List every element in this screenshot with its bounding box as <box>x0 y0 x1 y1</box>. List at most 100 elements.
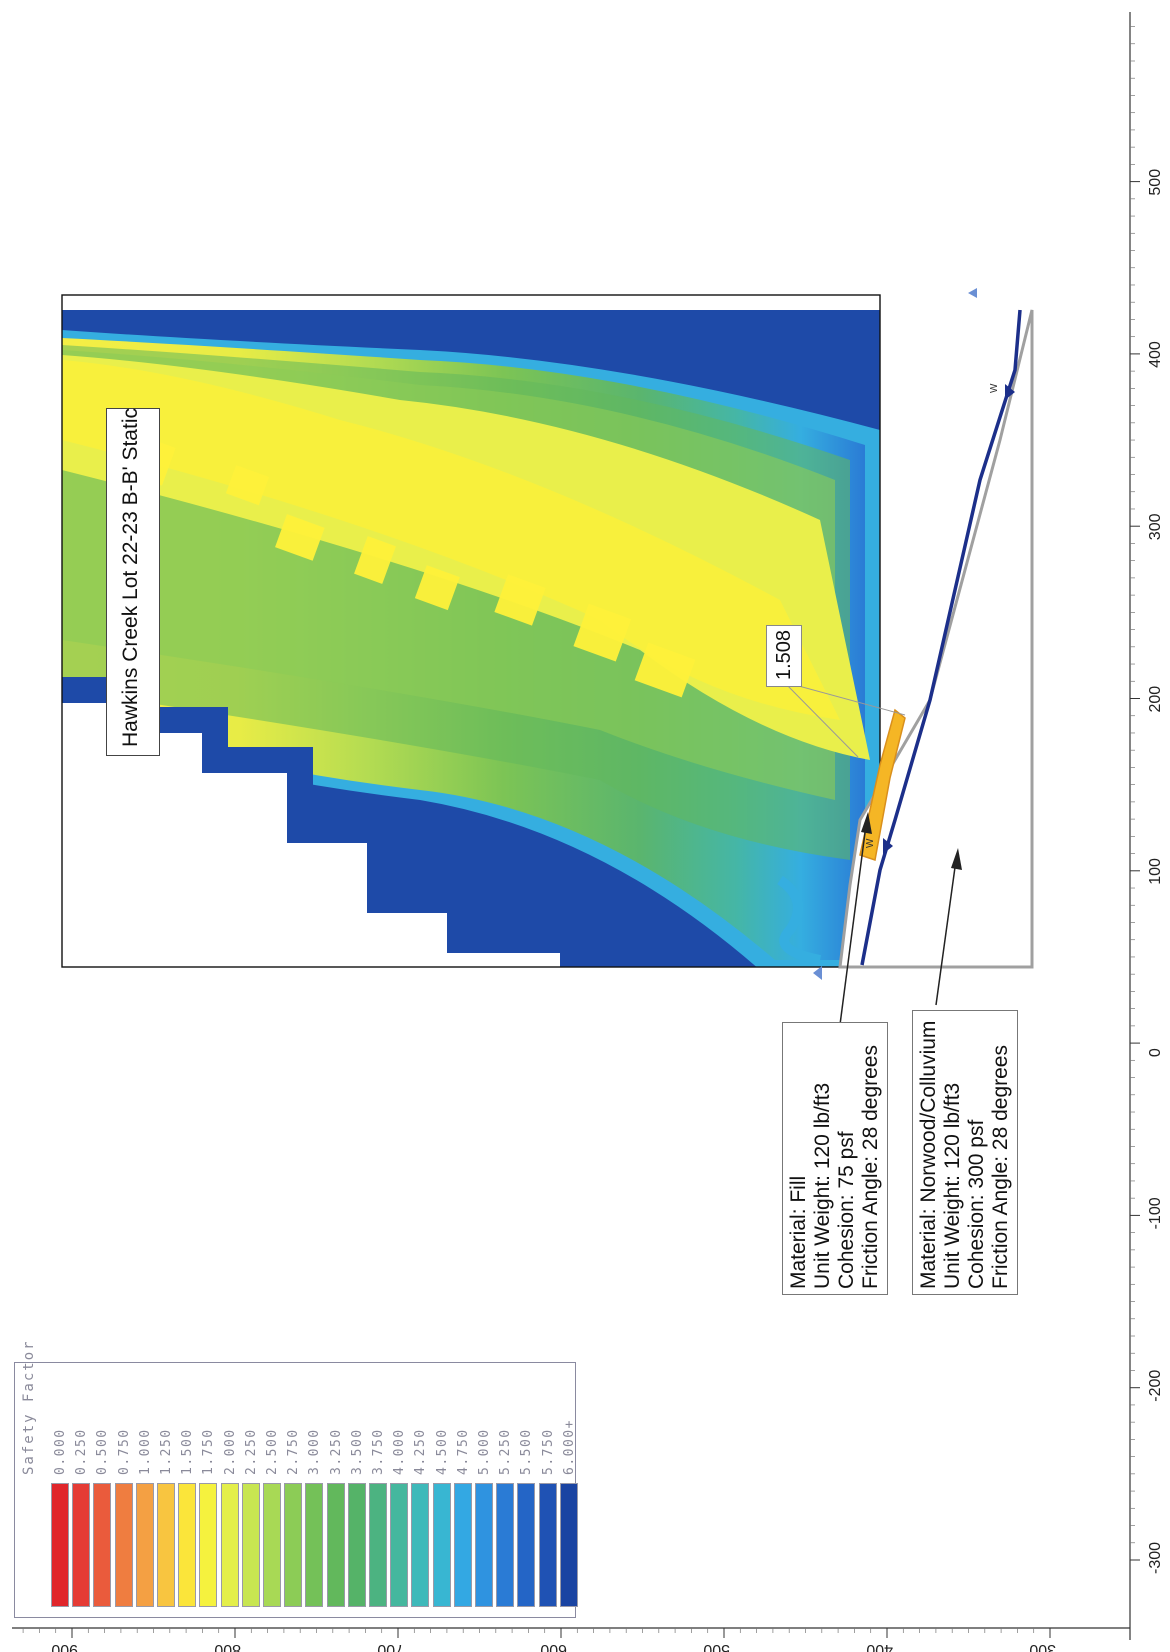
title-box: Hawkins Creek Lot 22-23 B-B' Static <box>106 408 160 756</box>
legend-swatch <box>326 1483 345 1607</box>
material-norwood-unit-weight: Unit Weight: 120 lb/ft3 <box>941 1082 964 1289</box>
minimum-factor-value: 1.508 <box>773 629 795 680</box>
material-fill-box: Material: Fill Unit Weight: 120 lb/ft3 C… <box>782 1022 888 1295</box>
material-norwood-box: Material: Norwood/Colluvium Unit Weight:… <box>912 1010 1018 1295</box>
material-fill-cohesion: Cohesion: 75 psf <box>835 1131 858 1289</box>
legend-swatch <box>538 1483 557 1607</box>
axis-tick-label: 0 <box>1147 1048 1164 1057</box>
legend-label: 2.250 <box>243 1428 259 1475</box>
legend-label: 3.000 <box>307 1428 323 1475</box>
axis-tick-label: -300 <box>1147 1542 1164 1574</box>
water-label: W <box>865 838 876 848</box>
axis-tick-label: 100 <box>1147 858 1164 885</box>
legend-swatch <box>93 1483 112 1607</box>
legend-swatch <box>432 1483 451 1607</box>
legend-label: 1.250 <box>159 1428 174 1475</box>
legend-label: 3.750 <box>371 1428 386 1475</box>
arrow-icon <box>951 848 962 870</box>
axis-tick-label: 200 <box>1147 686 1164 713</box>
legend-swatch <box>347 1483 366 1607</box>
legend-label: 1.000 <box>137 1428 153 1475</box>
legend-label: 0.500 <box>95 1428 111 1475</box>
figure-title: Hawkins Creek Lot 22-23 B-B' Static <box>119 408 142 747</box>
arrow-icon <box>861 812 872 834</box>
axis-tick-label: -100 <box>1147 1197 1164 1229</box>
axis-tick-label: 800 <box>214 1641 241 1652</box>
legend-swatch <box>178 1483 197 1607</box>
legend-label: 3.250 <box>328 1428 344 1475</box>
legend-swatch <box>475 1483 493 1607</box>
legend-swatch <box>51 1483 69 1607</box>
slope-geometry <box>838 309 1034 969</box>
legend-label: 1.500 <box>180 1428 196 1475</box>
legend-swatch <box>517 1483 536 1607</box>
legend-swatch <box>390 1483 409 1607</box>
axis-tick-label: 700 <box>377 1641 404 1652</box>
safety-factor-legend: Safety Factor 0.000 0.250 0.500 0.750 1.000 1… <box>14 1339 578 1618</box>
axis-tick-label: 400 <box>1147 341 1164 368</box>
legend-swatch <box>284 1483 303 1607</box>
legend-label: 5.500 <box>519 1428 535 1475</box>
legend-label: 5.750 <box>540 1428 556 1475</box>
axis-tick-label: 600 <box>540 1641 567 1652</box>
safety-factor-contour <box>62 310 880 967</box>
piezometric-line <box>860 309 1022 966</box>
slope-model: W W <box>783 288 1034 1041</box>
legend-swatch <box>453 1483 472 1607</box>
legend-swatch <box>559 1483 578 1607</box>
slip-radius-line <box>783 681 859 758</box>
water-label: W <box>989 383 1000 393</box>
legend-label: 2.500 <box>265 1428 280 1475</box>
legend-label: 2.000 <box>222 1428 238 1475</box>
legend-swatch <box>263 1483 281 1607</box>
legend-swatch <box>411 1483 430 1607</box>
legend-label: 4.250 <box>413 1428 429 1475</box>
legend-swatch <box>496 1483 515 1607</box>
water-marker-icon <box>1005 384 1015 400</box>
vertical-axis: 300 400 500 600 700 800 900 <box>12 1627 1130 1652</box>
legend-swatch <box>305 1483 324 1607</box>
material-fill-name: Material: Fill <box>787 1175 810 1289</box>
axis-tick-label: -200 <box>1147 1370 1164 1402</box>
legend-label: 5.250 <box>498 1428 514 1475</box>
legend-swatch <box>114 1483 133 1607</box>
legend-label: 0.750 <box>116 1428 132 1475</box>
minimum-factor-box: 1.508 <box>766 625 802 687</box>
horizontal-axis: -300 -200 -100 0 100 200 300 400 500 <box>1129 12 1164 1640</box>
axis-tick-label: 900 <box>51 1641 78 1652</box>
legend-swatch <box>241 1483 260 1607</box>
material-norwood-friction-angle: Friction Angle: 28 degrees <box>989 1045 1012 1289</box>
legend-swatch <box>72 1483 91 1607</box>
endpoint-marker-icon <box>813 966 822 980</box>
material-norwood-name: Material: Norwood/Colluvium <box>917 1020 940 1289</box>
legend-label: 4.750 <box>455 1428 471 1475</box>
axis-tick-label: 300 <box>1147 513 1164 540</box>
legend-label: 5.000 <box>477 1428 492 1475</box>
critical-slip-zone <box>859 708 906 861</box>
axis-tick-label: 400 <box>866 1641 893 1652</box>
legend-label: 4.500 <box>434 1428 450 1475</box>
contour-grid-frame <box>61 294 881 968</box>
slip-radius-line <box>783 681 906 716</box>
axis-tick-label: 500 <box>1147 169 1164 196</box>
axis-tick-label: 500 <box>703 1641 730 1652</box>
material-norwood-cohesion: Cohesion: 300 psf <box>965 1119 988 1289</box>
legend-title: Safety Factor <box>21 1339 37 1475</box>
legend-swatch <box>220 1483 239 1607</box>
legend-label: 3.500 <box>349 1428 365 1475</box>
legend-swatch <box>135 1483 154 1607</box>
legend-label: 0.250 <box>74 1428 90 1475</box>
legend-label: 6.000+ <box>561 1419 577 1475</box>
endpoint-marker-icon <box>968 288 977 298</box>
legend-swatch <box>199 1483 218 1607</box>
legend-label: 1.750 <box>201 1428 217 1475</box>
material-fill-friction-angle: Friction Angle: 28 degrees <box>859 1045 882 1289</box>
legend-swatch <box>369 1483 387 1607</box>
axis-tick-label: 300 <box>1029 1641 1056 1652</box>
horizontal-axis-ticks: -300 -200 -100 0 100 200 300 400 500 <box>1130 26 1164 1574</box>
legend-label: 0.000 <box>53 1428 68 1475</box>
legend-label: 4.000 <box>392 1428 408 1475</box>
legend-label: 2.750 <box>286 1428 302 1475</box>
